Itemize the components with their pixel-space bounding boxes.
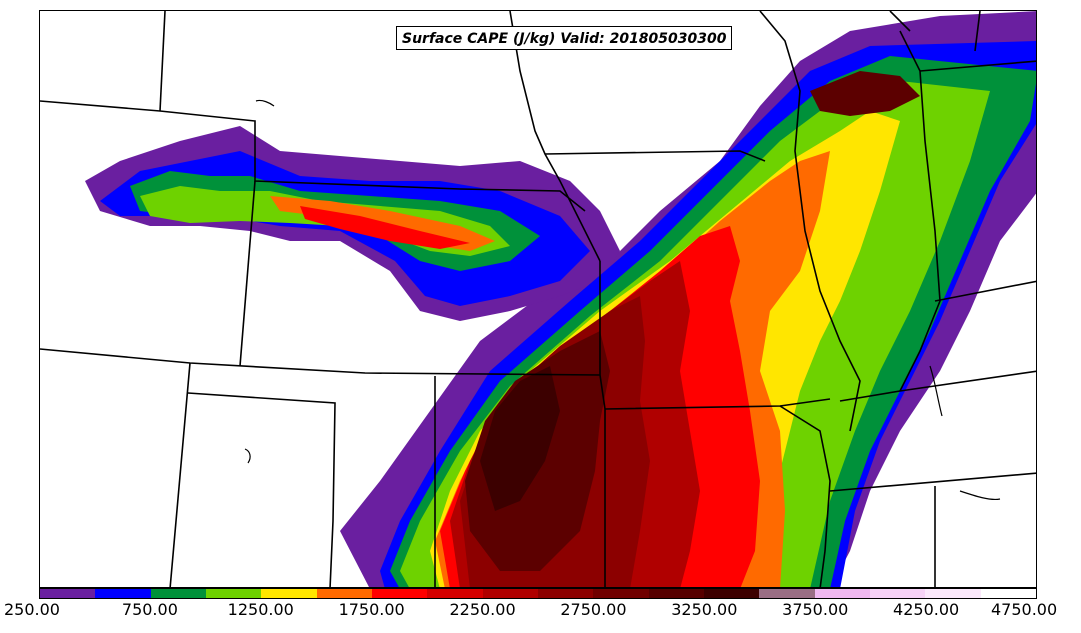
state-line xyxy=(759,11,861,432)
cape-band-3000 xyxy=(480,366,560,511)
state-line xyxy=(239,180,256,367)
colorbar-tick-label: 1250.00 xyxy=(227,600,294,619)
state-line xyxy=(187,392,336,587)
colorbar xyxy=(39,588,1037,599)
state-line xyxy=(974,11,981,52)
state-line xyxy=(839,370,1036,402)
state-line xyxy=(40,348,601,376)
colorbar-swatch xyxy=(925,589,981,598)
colorbar-swatch xyxy=(205,589,262,598)
cape-band-2000-plains xyxy=(300,206,470,249)
lakes xyxy=(244,99,1001,501)
cape-map xyxy=(40,11,1036,587)
colorbar-swatch xyxy=(869,589,926,598)
state-line xyxy=(934,280,1036,302)
colorbar-swatch xyxy=(980,589,1036,598)
state-line xyxy=(544,150,766,162)
colorbar-tick-label: 4250.00 xyxy=(893,600,960,619)
map-title: Surface CAPE (J/kg) Valid: 201805030300 xyxy=(396,26,733,50)
colorbar-tick-label: 750.00 xyxy=(121,600,178,619)
colorbar-tick-label: 3750.00 xyxy=(782,600,849,619)
colorbar-swatch xyxy=(261,589,317,598)
state-line xyxy=(169,362,191,587)
colorbar-swatch xyxy=(150,589,206,598)
colorbar-tick-label: 2250.00 xyxy=(449,600,516,619)
state-line xyxy=(509,11,601,262)
lake-outline xyxy=(929,365,943,417)
colorbar-swatch xyxy=(537,589,594,598)
state-boundaries xyxy=(40,11,1036,587)
lake-outline xyxy=(255,99,275,107)
colorbar-tick-label: 1750.00 xyxy=(338,600,405,619)
colorbar-swatch xyxy=(316,589,372,598)
state-line xyxy=(829,472,1036,492)
colorbar-swatch xyxy=(95,589,151,598)
colorbar-swatch xyxy=(593,589,649,598)
colorbar-swatch xyxy=(427,589,483,598)
lake-outline xyxy=(959,490,1001,501)
state-line xyxy=(779,405,831,587)
state-line xyxy=(599,261,606,587)
state-line xyxy=(159,11,166,112)
colorbar-swatch xyxy=(648,589,704,598)
state-line xyxy=(919,60,1036,72)
map-panel: Surface CAPE (J/kg) Valid: 201805030300 xyxy=(39,10,1037,588)
colorbar-tick-label: 2750.00 xyxy=(560,600,627,619)
colorbar-swatch xyxy=(814,589,870,598)
cape-contours xyxy=(85,11,1036,587)
colorbar-tick-label: 3250.00 xyxy=(671,600,738,619)
colorbar-swatch xyxy=(703,589,760,598)
lake-outline xyxy=(244,448,251,464)
cape-band-3000-ne xyxy=(810,71,920,116)
colorbar-swatch xyxy=(40,589,96,598)
colorbar-swatch xyxy=(482,589,538,598)
colorbar-tick-label: 250.00 xyxy=(4,600,60,619)
colorbar-swatch xyxy=(759,589,815,598)
colorbar-tick-label: 4750.00 xyxy=(991,600,1058,619)
state-line xyxy=(889,11,911,32)
colorbar-swatch xyxy=(371,589,428,598)
